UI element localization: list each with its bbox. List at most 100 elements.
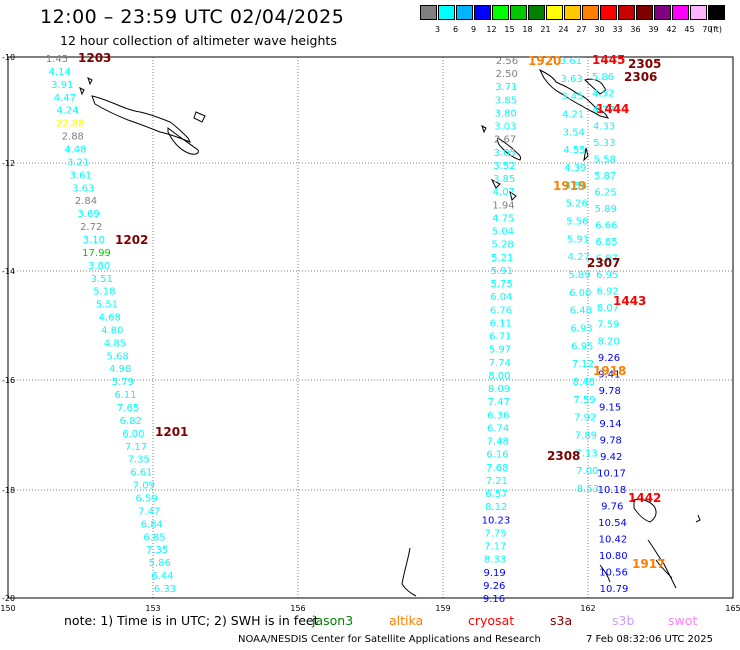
track-a-value: 6.00 [122,429,144,440]
track-b-value: 5.91 [491,266,513,277]
footnote: note: 1) Time is in UTC; 2) SWH is in fe… [64,613,319,628]
colorbar-label: 36 [630,25,641,34]
track-a-value: 4.85 [104,338,126,349]
coastline [509,190,517,201]
track-b-value: 6.04 [490,292,512,303]
track-d-value: 10.56 [599,568,628,579]
track-c-value: 4.56 [565,181,587,192]
colorbar-swatch [474,5,491,20]
colorbar-label: 24 [558,25,569,34]
track-b-value: 7.48 [487,437,509,448]
track-a-value: 3.80 [88,261,110,272]
track-c-value: 4.21 [562,110,584,121]
track-d-value: 8.07 [597,303,619,314]
coastline [91,95,192,143]
track-b-value: 5.28 [491,240,513,251]
track-c-value: 5.91 [567,234,589,245]
track-b-value: 7.68 [486,463,508,474]
track-a-value: 2.72 [80,222,102,233]
track-a-value: 2.88 [62,132,84,143]
track-a-value: 4.47 [54,93,76,104]
colorbar-swatch [582,5,599,20]
colorbar-swatch [654,5,671,20]
colorbar-swatch [564,5,581,20]
track-a-value: 2.84 [75,196,97,207]
colorbar-swatch [438,5,455,20]
colorbar-unit: (ft) [710,25,723,34]
satellite-name: altika [389,613,424,628]
coastline [647,539,677,589]
track-c-value: 6.48 [570,306,592,317]
track-b-value: 5.97 [489,345,511,356]
track-d-value: 9.15 [599,402,621,413]
track-d-value: 5.33 [593,138,615,149]
track-b-value: 2.56 [496,56,518,67]
track-b-value: 6.11 [490,318,512,329]
track-b-value: 2.50 [496,69,518,80]
track-b-value: 3.05 [494,148,516,159]
track-d-value: 9.76 [601,501,623,512]
track-c-value: 6.00 [569,288,591,299]
track-b-value: 8.33 [484,555,506,566]
colorbar-label: 45 [684,25,695,34]
track-a-value: 3.63 [72,183,94,194]
track-b-value: 6.71 [489,332,511,343]
colorbar-swatch [546,5,563,20]
map-subtitle: 12 hour collection of altimeter wave hei… [60,33,337,48]
coastline [695,514,701,523]
track-c-value: 7.13 [575,448,597,459]
generation-timestamp: 7 Feb 08:32:06 UTC 2025 [586,634,713,645]
track-b-value: 9.16 [483,594,505,605]
satellite-name: swot [668,613,698,628]
latitude-label: -12 [2,159,15,168]
colorbar-swatch [672,5,689,20]
track-b-value: 8.00 [488,371,510,382]
colorbar-swatch [636,5,653,20]
track-a-value: 3.61 [70,170,92,181]
track-a-value: 7.35 [146,545,168,556]
pass-id-label: 2306 [624,70,657,84]
track-a-value: 7.47 [138,506,160,517]
track-c-value: 6.93 [570,324,592,335]
track-b-value: 6.36 [487,410,509,421]
track-a-value: 3.69 [77,209,99,220]
map-frame [7,56,734,599]
axis-ticks: 150 153 156 159 162 165 -10 -12 -14 -16 -18 -20 [0,53,740,613]
track-c-value: 5.56 [566,217,588,228]
colorbar-label: 3 [434,25,441,34]
track-a-value: 4.14 [48,67,70,78]
pass-id-label: 2308 [547,449,580,463]
track-d-value: 6.92 [596,287,618,298]
track-a-value: 7.17 [125,442,147,453]
track-b-value: 3.85 [493,174,515,185]
colorbar-swatch [420,5,437,20]
track-d-value: 5.89 [595,204,617,215]
track-a-value: 5.79 [112,377,134,388]
coastline [79,87,85,96]
track-b-value: 3.71 [495,82,517,93]
track-b-value: 4.75 [492,214,514,225]
track-c-value: 5.89 [568,270,590,281]
track-d-value: 9.26 [598,353,620,364]
track-d-value: 6.66 [595,221,617,232]
coastline [167,126,199,155]
track-b-value: 6.76 [490,305,512,316]
pass-id-label: 2305 [628,57,661,71]
track-b-value: 9.26 [483,581,505,592]
map-border [7,56,734,599]
colorbar-swatch [492,5,509,20]
track-a-value: 7.35 [128,455,150,466]
coastline [481,125,487,134]
track-b-value: 10.23 [482,515,511,526]
colorbar-swatch [600,5,617,20]
track-a-value: 22.88 [56,119,85,130]
track-b-value: 5.04 [492,227,514,238]
colorbar-label: 18 [522,25,533,34]
coastline [584,78,607,95]
track-b-value: 8.12 [485,502,507,513]
track-a-value: 3.91 [51,80,73,91]
pass-id-label: 2307 [587,256,620,270]
coastline [87,77,93,86]
track-a-value: 4.24 [56,106,78,117]
track-a-value: 1.45 [46,54,68,65]
